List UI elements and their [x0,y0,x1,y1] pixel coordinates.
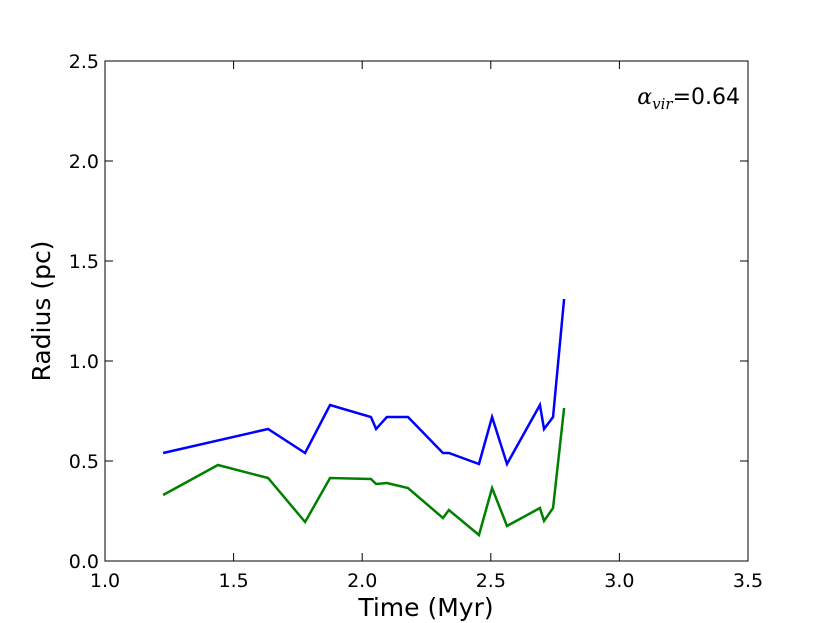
x-tick-label: 2.0 [347,570,377,592]
annotation-subscript: vir [652,95,673,113]
data-line [162,407,566,538]
x-axis-label: Time (Myr) [357,593,493,622]
annotation-symbol: α [637,85,652,110]
y-axis-label: Radius (pc) [27,241,56,382]
x-tick-label: 3.5 [733,570,763,592]
annotation: αvir=0.64 [637,85,740,113]
annotation-text: =0.64 [673,85,740,110]
data-line [162,298,566,468]
y-tick-label: 1.5 [69,251,99,273]
plot-frame [104,60,749,562]
x-tick-label: 3.0 [604,570,634,592]
x-tick-label: 1.0 [90,570,120,592]
y-tick-label: 2.0 [69,151,99,173]
y-tick-label: 0.5 [69,451,99,473]
x-tick-label: 1.5 [218,570,248,592]
x-tick-label: 2.5 [476,570,506,592]
y-tick-label: 0.0 [69,551,99,573]
y-tick-label: 2.5 [69,51,99,73]
y-tick-label: 1.0 [69,351,99,373]
